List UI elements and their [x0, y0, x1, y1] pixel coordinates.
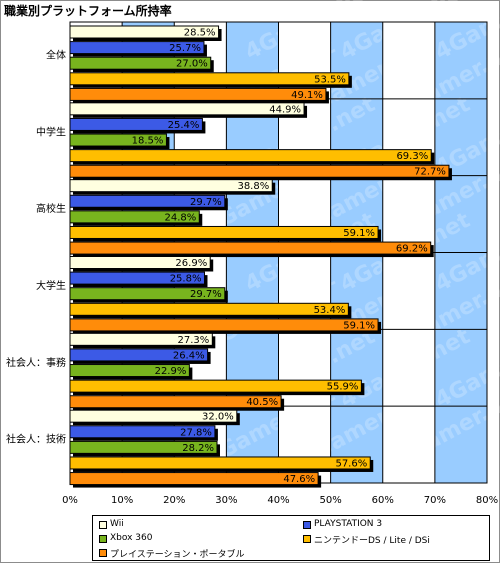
bar [69, 149, 432, 163]
legend-label: ニンテンドーDS / Lite / DSi [314, 536, 430, 546]
bar [69, 225, 379, 239]
legend-swatch [99, 549, 107, 557]
bar [69, 210, 200, 224]
bar-value-label: 59.1% [343, 228, 375, 239]
value-labels-layer: 28.5% 25.7% 27.0% 53.5% 49.1% 44.9% 25.4% 18.5%… [132, 28, 446, 486]
bar-value-label: 57.6% [335, 458, 367, 469]
chart-title: 職業別プラットフォーム所持率 [4, 4, 172, 18]
bar-value-label: 26.9% [175, 258, 207, 269]
bar-value-label: 28.5% [184, 28, 216, 39]
bar [69, 318, 379, 332]
bar [69, 256, 211, 269]
bar-value-label: 29.7% [190, 289, 222, 300]
bar-value-label: 26.4% [173, 350, 205, 361]
category-label: 中学生 [36, 125, 66, 138]
bar-value-label: 27.8% [180, 427, 212, 438]
x-tick-label: 70% [424, 495, 446, 506]
bar [69, 56, 212, 70]
x-tick-label: 10% [111, 495, 133, 506]
bar [69, 117, 203, 131]
category-label: 社会人：技術 [6, 433, 66, 446]
bar [69, 379, 362, 393]
bar [69, 364, 190, 378]
bar [69, 102, 305, 116]
bar [69, 395, 282, 409]
category-label: 社会人：事務 [6, 356, 66, 369]
bar [69, 25, 220, 39]
legend-label: プレイステーション・ポータブル [110, 550, 245, 560]
bar-chart: 4Gamer.net4Gamer.net4Gamer.net4Gamer.net… [6, 21, 499, 506]
legend-swatch [303, 521, 311, 529]
bar [69, 164, 450, 178]
legend-label: Xbox 360 [110, 533, 153, 543]
bar-value-label: 27.0% [176, 59, 208, 70]
bar-value-label: 72.7% [414, 167, 446, 178]
legend-swatch [99, 535, 107, 543]
bar [69, 72, 350, 86]
bar [69, 348, 209, 362]
bar-value-label: 47.6% [283, 474, 315, 485]
legend-label: Wii [110, 519, 124, 529]
bar [69, 271, 205, 285]
category-label: 大学生 [36, 279, 66, 292]
x-tick-label: 0% [62, 495, 78, 506]
bar-value-label: 29.7% [190, 197, 222, 208]
bar-value-label: 18.5% [132, 136, 164, 147]
x-tick-labels-layer: 0% 10% 20% 30% 40% 50% 60% 70% 80% [62, 495, 498, 506]
bar-value-label: 53.5% [314, 74, 346, 85]
x-tick-label: 40% [267, 495, 289, 506]
bar-value-label: 69.2% [396, 244, 428, 255]
bar [69, 241, 432, 255]
bar-value-label: 49.1% [291, 90, 323, 101]
x-tick-label: 50% [320, 495, 342, 506]
bar [69, 41, 205, 55]
legend: Wii PLAYSTATION 3 Xbox 360 ニンテンドーDS / Lite … [92, 515, 490, 561]
bar [69, 194, 226, 208]
bars-layer [69, 25, 452, 488]
legend-swatch [303, 535, 311, 543]
bar [69, 87, 327, 101]
bar-value-label: 25.8% [170, 274, 202, 285]
x-tick-label: 20% [163, 495, 185, 506]
bar [69, 425, 216, 439]
bar-value-label: 24.8% [164, 212, 196, 223]
category-label: 高校生 [36, 202, 66, 215]
category-label: 全体 [46, 48, 66, 61]
x-tick-label: 30% [215, 495, 237, 506]
bar-value-label: 40.5% [246, 397, 278, 408]
bar-value-label: 55.9% [327, 382, 359, 393]
bar [69, 456, 371, 470]
bar-value-label: 25.7% [169, 43, 201, 54]
bar-value-label: 28.2% [182, 443, 214, 454]
bar-value-label: 32.0% [202, 412, 234, 423]
x-tick-label: 80% [476, 495, 498, 506]
bar [69, 332, 213, 346]
bar-value-label: 59.1% [343, 320, 375, 331]
bar [69, 302, 349, 316]
bar [69, 179, 273, 193]
bar [69, 472, 319, 486]
legend-label: PLAYSTATION 3 [314, 519, 383, 529]
bar-value-label: 69.3% [396, 151, 428, 162]
bar-value-label: 44.9% [269, 104, 301, 115]
bar-value-label: 22.9% [155, 366, 187, 377]
bar-value-label: 53.4% [314, 305, 346, 316]
bar [69, 133, 167, 147]
bar [69, 440, 218, 454]
bar-value-label: 38.8% [237, 181, 269, 192]
bar-value-label: 25.4% [168, 120, 200, 131]
legend-swatch [99, 521, 107, 529]
x-tick-label: 60% [372, 495, 394, 506]
bar-value-label: 27.3% [178, 335, 210, 346]
bar [69, 409, 238, 423]
bar [69, 287, 226, 301]
